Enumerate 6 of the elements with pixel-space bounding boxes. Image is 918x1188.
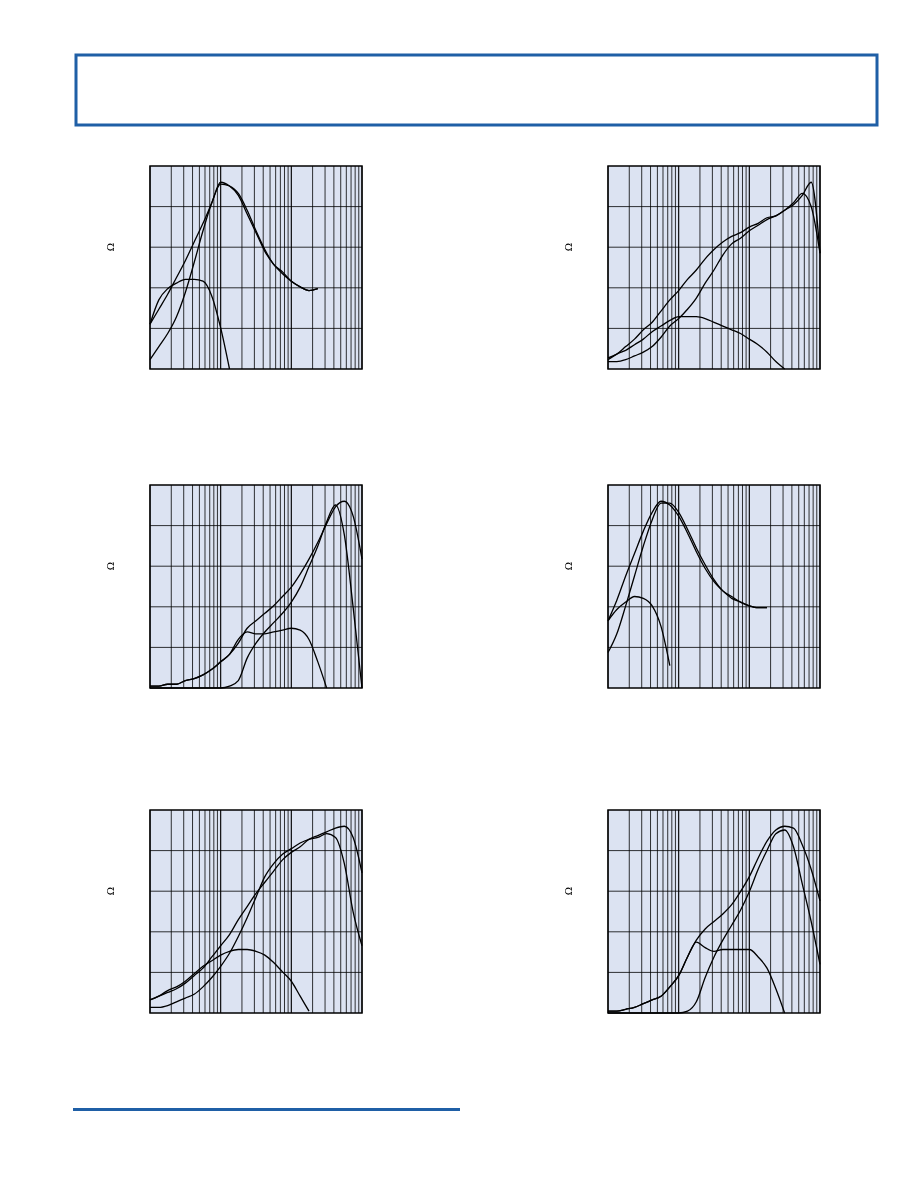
y-axis-title: Ω: [105, 562, 116, 571]
y-axis-title: Ω: [105, 243, 116, 252]
y-axis-title: Ω: [105, 887, 116, 896]
y-axis-title: Ω: [563, 887, 574, 896]
y-axis-title: Ω: [563, 243, 574, 252]
y-axis-title: Ω: [563, 562, 574, 571]
